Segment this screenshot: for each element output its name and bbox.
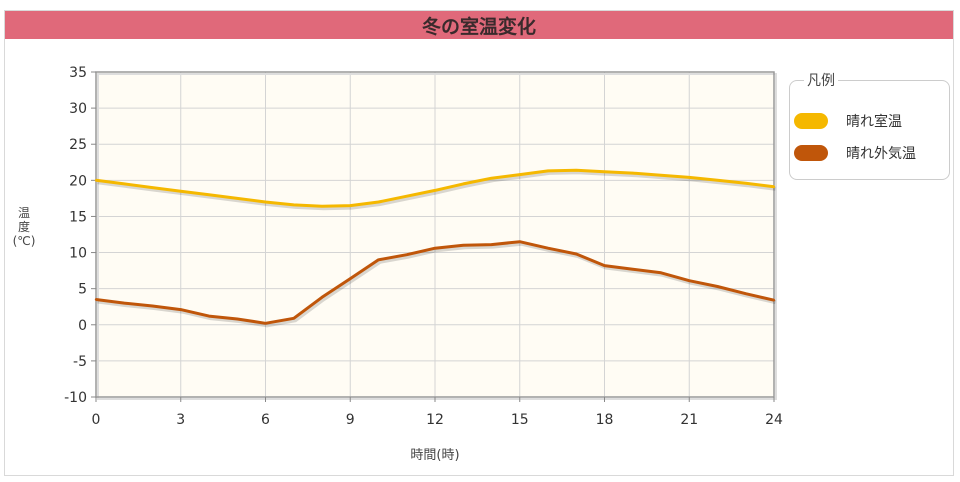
y-axis-label-line: (℃) (12, 234, 36, 248)
y-tick-label: 20 (69, 173, 87, 189)
y-tick-label: 10 (69, 246, 87, 262)
x-tick-label: 0 (92, 412, 101, 428)
data-point (490, 243, 493, 246)
data-point (744, 182, 747, 185)
x-tick-label: 3 (176, 412, 185, 428)
data-point (462, 244, 465, 247)
data-point (462, 182, 465, 186)
legend-swatch-indoor (794, 113, 828, 129)
data-point (377, 200, 380, 204)
y-tick-label: 15 (69, 209, 87, 225)
y-tick-label: 0 (78, 318, 87, 334)
data-point (659, 174, 663, 177)
data-point (292, 317, 295, 320)
data-point (123, 301, 126, 305)
data-point (94, 298, 98, 301)
y-axis-label-line: 温 (17, 206, 30, 220)
y-axis-label-line: 度 (17, 220, 30, 234)
legend-title: 凡例 (804, 70, 838, 90)
legend-item-outdoor[interactable]: 晴れ外気温 (794, 143, 916, 163)
data-point (349, 204, 352, 207)
data-point (631, 171, 634, 175)
x-tick-label: 18 (596, 412, 614, 428)
x-tick-label: 6 (261, 412, 270, 428)
legend-label-outdoor: 晴れ外気温 (846, 146, 916, 162)
data-point (744, 292, 747, 295)
x-tick-label: 21 (680, 412, 698, 428)
data-point (631, 267, 634, 271)
legend-swatch-outdoor (794, 145, 828, 161)
x-tick-label: 24 (765, 412, 783, 428)
data-point (405, 195, 408, 198)
data-point (716, 285, 719, 288)
data-point (603, 170, 606, 173)
legend-label-indoor: 晴れ室温 (846, 114, 902, 130)
y-tick-label: 25 (69, 137, 87, 153)
data-point (179, 308, 182, 311)
y-tick-label: -10 (64, 390, 87, 406)
data-point (575, 252, 578, 256)
data-point (490, 176, 493, 180)
data-point (716, 179, 719, 182)
legend: 凡例 晴れ室温 晴れ外気温 (789, 70, 950, 180)
y-tick-label: 30 (69, 101, 87, 117)
x-tick-label: 9 (346, 412, 355, 428)
data-point (123, 182, 126, 186)
data-point (603, 264, 606, 267)
data-point (264, 200, 267, 204)
data-point (433, 189, 437, 192)
data-point (236, 317, 239, 321)
data-point (94, 179, 98, 182)
data-point (292, 203, 295, 207)
data-point (179, 189, 182, 193)
y-tick-label: -5 (73, 354, 87, 370)
chart-title: 冬の室温変化 (421, 15, 536, 38)
y-axis-label: 温 度 (℃) (10, 206, 38, 248)
data-point (433, 247, 437, 250)
data-point (518, 240, 521, 243)
data-point (772, 299, 776, 302)
data-point (772, 185, 776, 189)
data-point (659, 271, 663, 274)
data-point (236, 197, 239, 200)
y-tick-label: 35 (69, 65, 87, 81)
data-point (377, 258, 380, 261)
data-point (575, 169, 578, 172)
data-point (405, 253, 408, 256)
data-point (151, 304, 154, 308)
x-tick-label: 15 (511, 412, 529, 428)
y-tick-label: 5 (78, 282, 87, 298)
data-point (320, 205, 324, 208)
data-point (264, 322, 267, 325)
chart-title-bar: 冬の室温変化 (5, 11, 953, 39)
data-point (320, 296, 324, 299)
data-point (349, 277, 352, 280)
data-point (518, 173, 521, 176)
x-tick-label: 12 (426, 412, 444, 428)
series-line-shadow (97, 241, 776, 328)
series-line-shadow (97, 170, 776, 211)
data-point (207, 314, 211, 318)
x-axis-label: 時間(時) (410, 448, 460, 463)
data-point (688, 176, 691, 179)
data-point (151, 186, 154, 189)
data-point (546, 169, 550, 173)
legend-item-indoor[interactable]: 晴れ室温 (794, 111, 902, 131)
data-point (688, 279, 691, 282)
data-point (546, 247, 550, 250)
data-point (207, 193, 211, 196)
plot-border-shadow (97, 73, 777, 400)
